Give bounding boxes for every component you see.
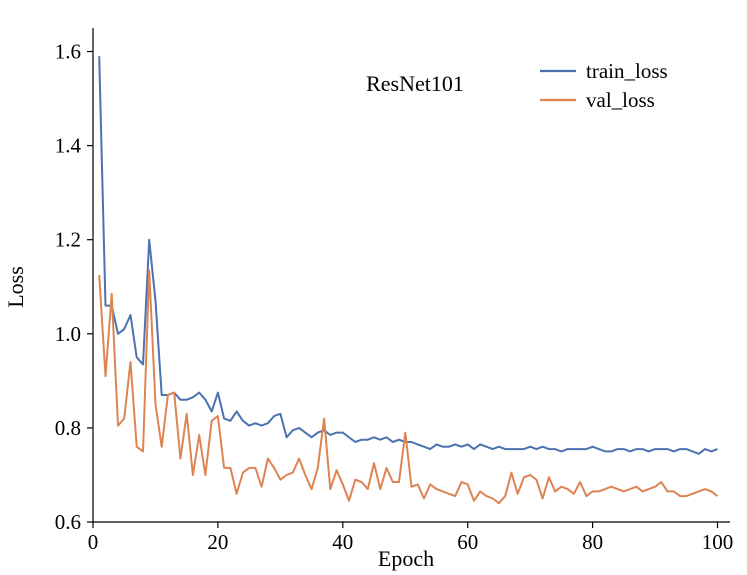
y-tick-label: 1.4 (55, 134, 82, 158)
legend-label-val-loss: val_loss (586, 88, 655, 112)
y-tick-label: 1.6 (55, 40, 81, 64)
x-tick-label: 100 (702, 530, 734, 554)
plot-lines (98, 56, 719, 505)
x-tick-label: 80 (582, 530, 603, 554)
chart-title: ResNet101 (366, 71, 464, 96)
x-tick-label: 20 (207, 530, 228, 554)
x-axis-label: Epoch (378, 546, 434, 571)
y-tick-label: 0.8 (55, 416, 81, 440)
y-ticks: 0.6 0.8 1.0 1.2 1.4 1.6 (55, 40, 93, 534)
y-axis-label: Loss (3, 266, 28, 308)
x-ticks: 0 20 40 60 80 100 (88, 522, 734, 554)
legend: train_loss val_loss (540, 59, 668, 112)
y-tick-label: 1.0 (55, 322, 81, 346)
y-tick-label: 1.2 (55, 228, 81, 252)
x-tick-label: 40 (332, 530, 353, 554)
train-loss-line (98, 56, 718, 455)
y-tick-label: 0.6 (55, 510, 81, 534)
x-tick-label: 60 (457, 530, 478, 554)
x-tick-label: 0 (88, 530, 99, 554)
val-loss-line (98, 269, 719, 505)
legend-label-train-loss: train_loss (586, 59, 668, 83)
